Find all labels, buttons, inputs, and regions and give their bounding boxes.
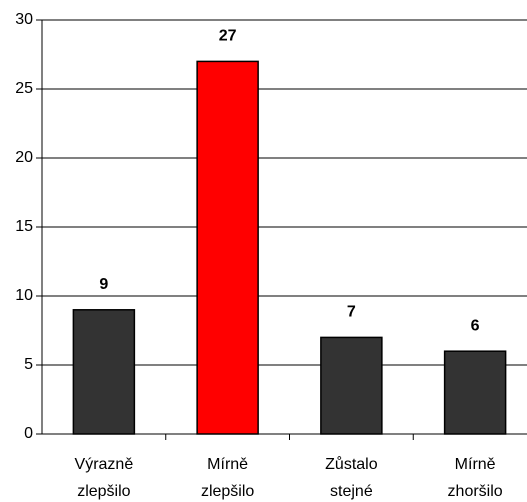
value-label: 6 [471, 317, 480, 334]
bar [320, 336, 383, 435]
bar [72, 309, 136, 435]
x-tick-label: Mírně zhoršilo [448, 456, 503, 500]
y-tick-label: 30 [15, 11, 33, 28]
x-tick-label: Zůstalo stejné [325, 455, 378, 500]
bar [443, 350, 507, 435]
y-tick-label: 0 [24, 425, 33, 442]
x-tick-label: Výrazně zlepšilo [75, 456, 134, 500]
y-tick-label: 20 [15, 149, 33, 166]
y-tick-label: 5 [24, 356, 33, 373]
y-tick-label: 25 [15, 80, 33, 97]
y-tick-label: 10 [15, 287, 33, 304]
x-tick-label: Mírně zlepšilo [201, 456, 254, 500]
value-label: 9 [99, 276, 108, 293]
y-tick-label: 15 [15, 218, 33, 235]
value-label: 7 [347, 304, 356, 321]
value-label: 27 [219, 28, 237, 45]
bar [196, 60, 259, 435]
